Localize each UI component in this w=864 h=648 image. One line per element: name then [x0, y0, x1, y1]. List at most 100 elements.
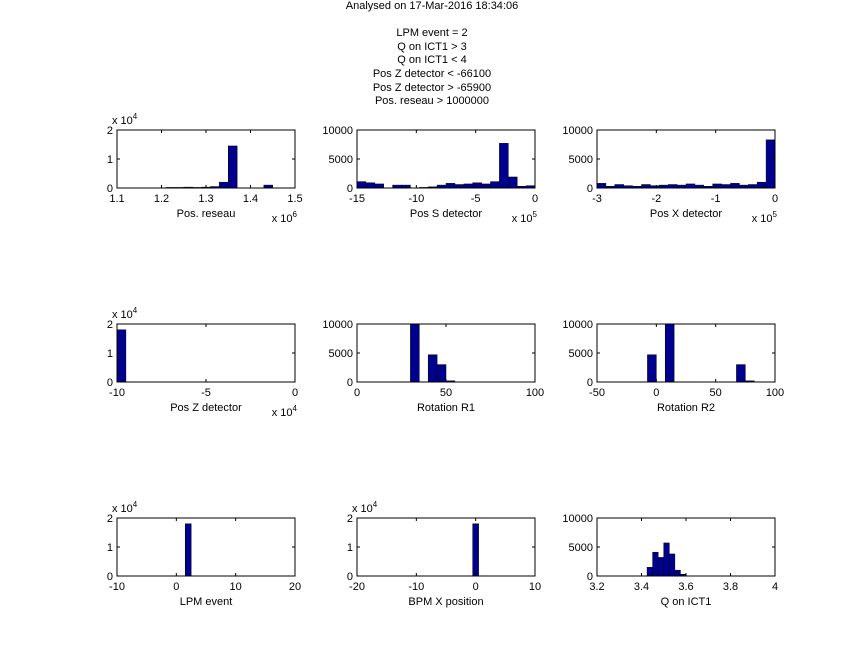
histogram-bar	[614, 184, 624, 189]
y-tick-label: 10000	[562, 513, 593, 525]
y-tick-label: 0	[587, 571, 593, 583]
x-tick-label: 100	[526, 387, 544, 399]
x-tick-label: 1.2	[154, 193, 169, 205]
y-tick-label: 0	[107, 571, 113, 583]
y-tick-label: 5000	[569, 154, 593, 166]
x-axis-label: Q on ICT1	[661, 596, 712, 608]
x-tick-label: 3.8	[723, 581, 738, 593]
y-tick-label: 1	[107, 542, 113, 554]
histogram-bar	[647, 354, 657, 383]
y-tick-label: 0	[107, 183, 113, 195]
y-tick-label: 5000	[329, 348, 353, 360]
x-tick-label: 0	[173, 581, 179, 593]
axes-frame	[596, 517, 776, 577]
y-tick-label: 1	[107, 348, 113, 360]
y-tick-label: 2	[107, 125, 113, 137]
y-exponent-label: x 104	[112, 112, 138, 127]
x-tick-label: 1.1	[109, 193, 124, 205]
x-tick-label: 3.2	[589, 581, 604, 593]
x-exponent-label: x 105	[752, 210, 778, 225]
histogram-panel: 3.2 3.4 3.6 3.8 4 0 5000 10000 Q on ICT1	[562, 513, 778, 608]
x-axis-label: Rotation R2	[657, 402, 715, 414]
histogram-bar	[228, 145, 238, 189]
histogram-panel: -20 -10 0 10 0 1 2 BPM X position x 104	[347, 500, 541, 608]
y-tick-label: 5000	[569, 542, 593, 554]
histogram-bar	[454, 184, 465, 189]
histogram-bar	[657, 557, 665, 577]
x-tick-label: 3.4	[634, 581, 649, 593]
x-tick-label: 10	[529, 581, 541, 593]
title-line-date: Analysed on 17-Mar-2016 18:34:06	[345, 0, 519, 12]
y-tick-label: 2	[347, 513, 353, 525]
y-tick-label: 10000	[322, 319, 353, 331]
x-tick-label: -10	[109, 581, 125, 593]
y-tick-label: 0	[107, 377, 113, 389]
histogram-bar	[184, 523, 192, 577]
x-axis-label: Pos Z detector	[170, 402, 242, 414]
x-tick-label: 0	[292, 387, 298, 399]
title-line-reseau: Pos. reseau > 1000000	[374, 95, 490, 108]
histogram-bar	[730, 183, 740, 189]
y-tick-label: 1	[107, 154, 113, 166]
histogram-bar	[472, 182, 482, 189]
title-line-z-max: Pos Z detector < -66100	[372, 67, 492, 80]
histogram-bar	[596, 183, 607, 189]
title-line-q-min: Q on ICT1 > 3	[397, 40, 467, 53]
x-axis-label: Pos S detector	[410, 208, 482, 220]
x-tick-label: 10	[230, 581, 242, 593]
x-axis-label: LPM event	[180, 596, 233, 608]
x-tick-label: 50	[440, 387, 452, 399]
x-tick-label: -50	[589, 387, 605, 399]
histogram-bar	[685, 183, 696, 189]
x-exponent-label: x 105	[512, 210, 538, 225]
x-tick-label: -20	[349, 581, 365, 593]
histogram-bar	[374, 183, 384, 189]
title-line-z-min: Pos Z detector > -65900	[372, 81, 492, 94]
histogram-bar	[712, 183, 722, 189]
x-tick-label: -5	[471, 193, 481, 205]
histogram-bar	[652, 551, 659, 577]
x-tick-label: -3	[592, 193, 602, 205]
histogram-bar	[219, 181, 229, 189]
histogram-bar	[508, 176, 518, 189]
x-tick-label: 20	[289, 581, 301, 593]
x-tick-label: 0	[532, 193, 538, 205]
histogram-bar	[748, 184, 758, 189]
y-tick-label: 0	[347, 377, 353, 389]
axes-frame	[116, 323, 296, 383]
x-axis-label: BPM X position	[408, 596, 483, 608]
histogram-bar	[116, 329, 127, 383]
histogram-panel: 1.1 1.2 1.3 1.4 1.5 0 1 2 Pos. reseau x 104 x 106	[107, 112, 303, 225]
y-tick-label: 0	[587, 183, 593, 195]
x-exponent-label: x 106	[272, 210, 298, 225]
x-tick-label: 3.6	[678, 581, 693, 593]
histogram-bar	[641, 184, 651, 189]
histogram-bar	[669, 553, 676, 577]
x-axis-label: Pos. reseau	[177, 208, 236, 220]
x-tick-label: -10	[109, 387, 125, 399]
histogram-bar	[499, 143, 509, 189]
x-tick-label: -10	[408, 193, 424, 205]
x-tick-label: 0	[354, 387, 360, 399]
x-tick-label: 100	[766, 387, 784, 399]
x-tick-label: 0	[653, 387, 659, 399]
histogram-panel: -10 -5 0 0 1 2 Pos Z detector x 104 x 104	[107, 306, 298, 419]
y-tick-label: 5000	[569, 348, 593, 360]
x-tick-label: -1	[711, 193, 721, 205]
histogram-bar	[736, 364, 746, 383]
x-tick-label: -2	[651, 193, 661, 205]
axes-frame	[116, 129, 296, 189]
histogram-bar	[410, 323, 420, 383]
histogram-bar	[756, 181, 767, 189]
x-tick-label: -10	[408, 581, 424, 593]
x-tick-label: 1.3	[198, 193, 213, 205]
histogram-bar	[721, 184, 731, 189]
x-tick-label: 1.4	[243, 193, 258, 205]
x-tick-label: 1.5	[287, 193, 302, 205]
histogram-bar	[463, 183, 473, 189]
axes-frame	[116, 517, 296, 577]
histogram-bar	[472, 523, 479, 577]
x-tick-label: -5	[201, 387, 211, 399]
x-tick-label: 4	[772, 581, 778, 593]
